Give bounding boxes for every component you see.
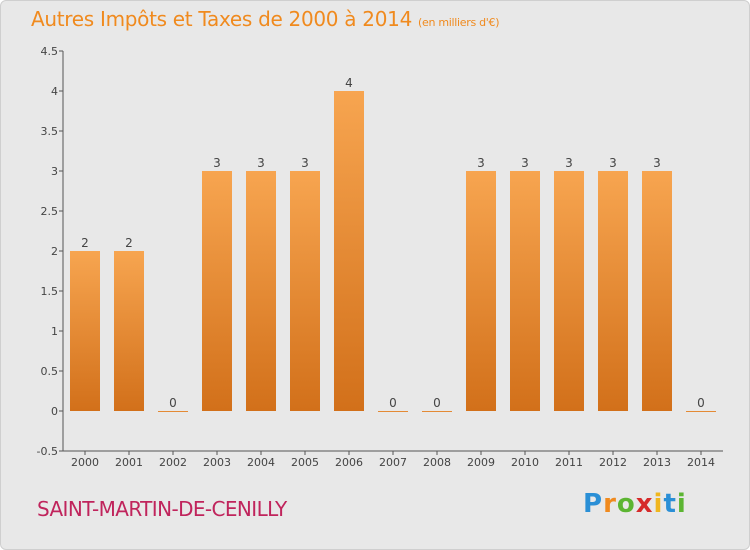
bar-value-label: 0 (433, 396, 441, 410)
bar-value-label: 4 (345, 76, 353, 90)
x-tick-label: 2008 (423, 456, 451, 469)
x-tick-label: 2011 (555, 456, 583, 469)
bar-2000 (70, 251, 100, 411)
bar-value-label: 2 (81, 236, 89, 250)
chart-title-text: Autres Impôts et Taxes de 2000 à 2014 (31, 7, 412, 31)
y-tick-label: 4.5 (41, 45, 59, 58)
bar-value-label: 3 (257, 156, 265, 170)
y-tick-label: 3 (51, 165, 58, 178)
bar-value-label: 0 (697, 396, 705, 410)
bar-2006 (334, 91, 364, 411)
bar-2003 (202, 171, 232, 411)
bar-2007 (378, 411, 408, 412)
bar-2013 (642, 171, 672, 411)
x-tick-label: 2004 (247, 456, 275, 469)
logo-letter: r (603, 489, 617, 519)
bar-2009 (466, 171, 496, 411)
chart-unit: (en milliers d'€) (418, 16, 500, 29)
x-tick-label: 2010 (511, 456, 539, 469)
y-tick-label: 2 (51, 245, 58, 258)
bar-value-label: 3 (653, 156, 661, 170)
x-tick-label: 2001 (115, 456, 143, 469)
bar-value-label: 0 (169, 396, 177, 410)
bar-value-label: 2 (125, 236, 133, 250)
bar-2005 (290, 171, 320, 411)
x-tick-label: 2005 (291, 456, 319, 469)
x-tick-label: 2006 (335, 456, 363, 469)
logo-letter: x (635, 489, 654, 519)
bar-value-label: 3 (521, 156, 529, 170)
logo-letter: i (676, 489, 687, 519)
bar-2012 (598, 171, 628, 411)
y-tick-label: 2.5 (41, 205, 59, 218)
y-tick-label: 0.5 (41, 365, 59, 378)
proxiti-logo: Proxiti (583, 489, 687, 519)
chart-title: Autres Impôts et Taxes de 2000 à 2014 (en… (31, 7, 499, 31)
bar-value-label: 3 (565, 156, 573, 170)
y-tick-label: 4 (51, 85, 58, 98)
x-tick-label: 2009 (467, 456, 495, 469)
logo-letter: t (663, 489, 677, 519)
bar-value-label: 3 (301, 156, 309, 170)
x-tick-label: 2000 (71, 456, 99, 469)
x-tick-label: 2012 (599, 456, 627, 469)
x-tick-label: 2014 (687, 456, 715, 469)
bar-value-label: 3 (213, 156, 221, 170)
bar-2004 (246, 171, 276, 411)
bar-2002 (158, 411, 188, 412)
bar-value-label: 3 (477, 156, 485, 170)
logo-letter: P (583, 489, 604, 519)
y-tick-label: 3.5 (41, 125, 59, 138)
y-tick-label: 0 (51, 405, 58, 418)
y-tick-label: 1.5 (41, 285, 59, 298)
bar-2008 (422, 411, 452, 412)
bar-2010 (510, 171, 540, 411)
logo-letter: o (616, 489, 636, 519)
bar-value-label: 3 (609, 156, 617, 170)
bar-2014 (686, 411, 716, 412)
y-tick-label: -0.5 (37, 445, 58, 458)
x-tick-label: 2003 (203, 456, 231, 469)
bar-2001 (114, 251, 144, 411)
commune-name: SAINT-MARTIN-DE-CENILLY (37, 497, 287, 521)
bar-2011 (554, 171, 584, 411)
x-tick-label: 2007 (379, 456, 407, 469)
y-tick-label: 1 (51, 325, 58, 338)
x-tick-label: 2013 (643, 456, 671, 469)
x-tick-label: 2002 (159, 456, 187, 469)
logo-letter: i (653, 489, 664, 519)
bar-value-label: 0 (389, 396, 397, 410)
